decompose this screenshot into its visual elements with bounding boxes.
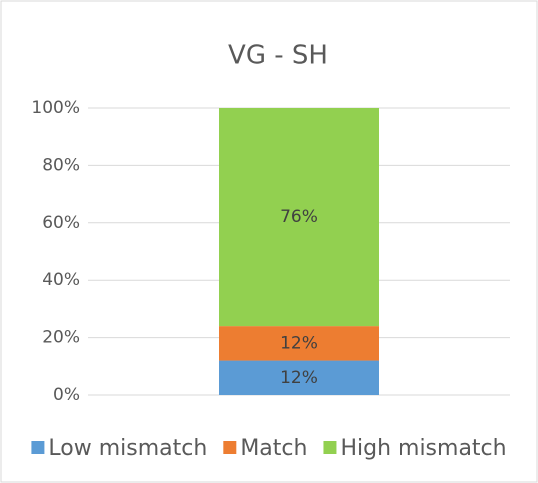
data-label: 12% xyxy=(280,333,318,353)
data-label: 76% xyxy=(280,207,318,227)
data-label: 12% xyxy=(280,368,318,388)
y-tick-label: 60% xyxy=(42,213,80,233)
chart-title: VG - SH xyxy=(228,41,328,71)
legend-label: Low mismatch xyxy=(48,436,207,461)
y-tick-label: 100% xyxy=(31,98,80,118)
legend-swatch xyxy=(31,441,45,454)
y-tick-label: 40% xyxy=(42,270,80,290)
legend-label: High mismatch xyxy=(340,436,506,461)
legend-swatch xyxy=(323,441,337,454)
legend-label: Match xyxy=(240,436,307,461)
y-tick-label: 20% xyxy=(42,328,80,348)
bar-segment xyxy=(219,108,379,327)
y-tick-label: 0% xyxy=(53,385,80,405)
legend-swatch xyxy=(223,441,237,454)
bar-segment xyxy=(219,360,379,395)
y-tick-label: 80% xyxy=(42,155,80,175)
bar-segment xyxy=(219,326,379,361)
